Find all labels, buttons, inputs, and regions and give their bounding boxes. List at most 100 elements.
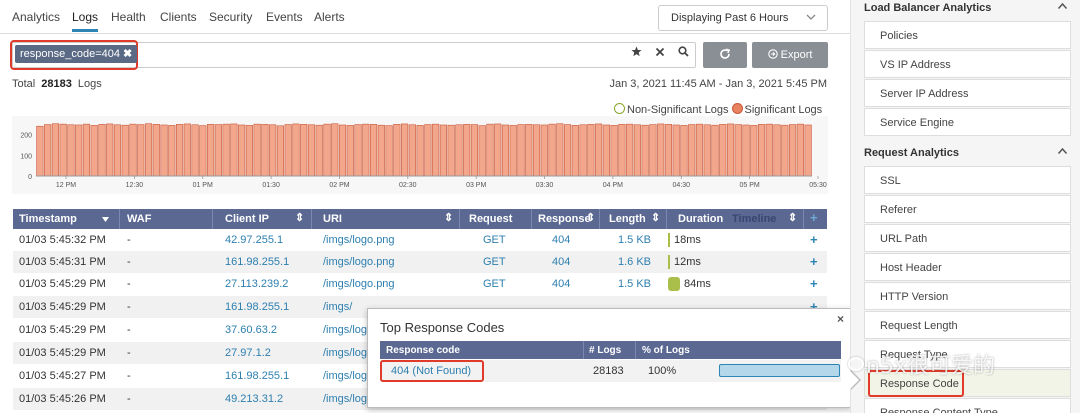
chevron-down-icon — [805, 11, 817, 26]
close-icon[interactable]: ✖ — [123, 48, 133, 60]
sort-icon[interactable]: ⇕ — [586, 212, 596, 224]
sidebar-item-server-ip[interactable]: Server IP Address — [864, 79, 1071, 107]
sidebar-item-response-code[interactable]: Response Code — [864, 369, 1071, 397]
sort-desc-icon[interactable] — [102, 217, 109, 222]
tab-security[interactable]: Security — [209, 10, 253, 24]
sidebar-item-response-content-type[interactable]: Response Content Type — [864, 398, 1071, 413]
request-link[interactable]: GET — [483, 256, 506, 268]
client-ip-link[interactable]: 161.98.255.1 — [225, 256, 290, 268]
non-significant-swatch[interactable] — [614, 103, 625, 114]
response-link[interactable]: 404 — [552, 278, 571, 290]
tab-clients[interactable]: Clients — [160, 10, 197, 24]
refresh-button[interactable] — [703, 42, 747, 68]
client-ip-link[interactable]: 49.213.31.2 — [225, 393, 284, 405]
plus-icon[interactable]: + — [810, 299, 818, 314]
tab-alerts[interactable]: Alerts — [314, 10, 345, 24]
histogram-bar — [804, 124, 812, 177]
uri-link[interactable]: /imgs/logo — [323, 393, 374, 405]
response-link[interactable]: 404 — [552, 234, 571, 246]
add-column-icon[interactable]: + — [810, 210, 818, 225]
popover-col-logs[interactable]: # Logs — [589, 345, 622, 356]
tab-events[interactable]: Events — [266, 10, 303, 24]
table-row[interactable]: 01/03 5:45:29 PM - 27.113.239.2/imgs/logo.… — [13, 273, 827, 295]
legend-significant[interactable]: Significant Logs — [744, 104, 823, 116]
histogram-bar — [610, 125, 618, 177]
col-duration[interactable]: Duration — [678, 213, 724, 225]
tab-analytics[interactable]: Analytics — [12, 10, 61, 24]
tab-logs[interactable]: Logs — [72, 10, 99, 32]
col-request[interactable]: Request — [469, 213, 513, 225]
request-analytics-header[interactable]: Request Analytics — [864, 147, 1068, 159]
sidebar-item-ssl[interactable]: SSL — [864, 166, 1071, 194]
sort-icon[interactable]: ⇕ — [788, 212, 798, 224]
col-timestamp[interactable]: Timestamp — [19, 213, 77, 225]
length-link[interactable]: 1.5 KB — [618, 234, 652, 246]
uri-link[interactable]: /imgs/logo — [323, 370, 374, 382]
sidebar-item-vs-ip[interactable]: VS IP Address — [864, 50, 1071, 78]
table-row[interactable]: 01/03 5:45:27 PM - 161.98.255.1/imgs/logo — [13, 365, 827, 387]
client-ip-link[interactable]: 27.113.239.2 — [225, 278, 289, 290]
col-divider — [119, 209, 120, 229]
response-code-link[interactable]: 404 (Not Found) — [391, 365, 472, 377]
col-timeline[interactable]: Timeline — [732, 213, 777, 225]
popover-col-percent[interactable]: % of Logs — [642, 345, 690, 356]
col-uri[interactable]: URI — [323, 213, 342, 225]
sidebar-item-policies[interactable]: Policies — [864, 21, 1071, 49]
clear-icon[interactable] — [655, 46, 665, 60]
uri-link[interactable]: /imgs/logo — [323, 347, 374, 359]
waf-cell: - — [127, 234, 131, 246]
client-ip-link[interactable]: 161.98.255.1 — [225, 301, 290, 313]
table-row[interactable]: 01/03 5:45:31 PM - 161.98.255.1/imgs/logo.… — [13, 251, 827, 273]
sidebar-item-http-version[interactable]: HTTP Version — [864, 282, 1071, 310]
table-row[interactable]: 01/03 5:45:29 PM - 37.60.63.2/imgs/logo — [13, 319, 827, 341]
sidebar-item-service-engine[interactable]: Service Engine — [864, 108, 1071, 136]
uri-link[interactable]: /imgs/logo — [323, 324, 374, 336]
plus-icon[interactable]: + — [810, 254, 818, 269]
col-client-ip[interactable]: Client IP — [225, 213, 270, 225]
sort-icon[interactable]: ⇕ — [444, 212, 454, 224]
plus-icon[interactable]: + — [810, 276, 818, 291]
col-waf[interactable]: WAF — [127, 213, 152, 225]
request-link[interactable]: GET — [483, 234, 506, 246]
chevron-up-icon[interactable] — [1057, 1, 1068, 13]
uri-link[interactable]: /imgs/logo.png — [323, 278, 395, 290]
tab-health[interactable]: Health — [111, 10, 146, 24]
sidebar-item-url-path[interactable]: URL Path — [864, 224, 1071, 252]
uri-link[interactable]: /imgs/logo.png — [323, 256, 395, 268]
col-length[interactable]: Length — [609, 213, 646, 225]
uri-link[interactable]: /imgs/ — [323, 301, 353, 313]
request-link[interactable]: GET — [483, 278, 506, 290]
response-link[interactable]: 404 — [552, 256, 571, 268]
popover-row[interactable]: 404 (Not Found) 28183 100% — [380, 360, 841, 382]
legend-non-significant[interactable]: Non-Significant Logs — [627, 104, 729, 116]
chevron-up-icon[interactable] — [1057, 146, 1068, 158]
sidebar-item-host-header[interactable]: Host Header — [864, 253, 1071, 281]
col-response[interactable]: Response — [538, 213, 591, 225]
histogram-bar — [626, 123, 634, 177]
sidebar-item-referer[interactable]: Referer — [864, 195, 1071, 223]
popover-col-response-code[interactable]: Response code — [386, 345, 460, 356]
client-ip-link[interactable]: 161.98.255.1 — [225, 370, 290, 382]
table-row[interactable]: 01/03 5:45:32 PM - 42.97.255.1/imgs/logo.p… — [13, 229, 827, 251]
length-link[interactable]: 1.5 KB — [618, 278, 652, 290]
lb-analytics-header[interactable]: Load Balancer Analytics — [864, 2, 1068, 14]
export-button[interactable]: Export — [752, 42, 828, 68]
significant-swatch[interactable] — [731, 103, 743, 114]
client-ip-link[interactable]: 42.97.255.1 — [225, 234, 284, 246]
client-ip-link[interactable]: 37.60.63.2 — [225, 324, 277, 336]
sidebar-item-request-type[interactable]: Request Type — [864, 340, 1071, 368]
length-link[interactable]: 1.6 KB — [618, 256, 652, 268]
search-icon[interactable] — [678, 46, 689, 60]
plus-icon[interactable]: + — [810, 232, 818, 247]
uri-link[interactable]: /imgs/logo.png — [323, 234, 395, 246]
sort-icon[interactable]: ⇕ — [295, 212, 305, 224]
sidebar-item-request-length[interactable]: Request Length — [864, 311, 1071, 339]
time-range-select[interactable]: Displaying Past 6 Hours — [658, 5, 828, 31]
filter-pill[interactable]: response_code=404 ✖ — [15, 45, 138, 63]
client-ip-link[interactable]: 27.97.1.2 — [225, 347, 271, 359]
star-icon[interactable] — [631, 46, 642, 60]
sort-icon[interactable]: ⇕ — [651, 212, 661, 224]
close-icon[interactable]: × — [836, 312, 844, 326]
duration-cell: 18ms — [674, 234, 701, 246]
response-code-highlight — [380, 360, 484, 382]
